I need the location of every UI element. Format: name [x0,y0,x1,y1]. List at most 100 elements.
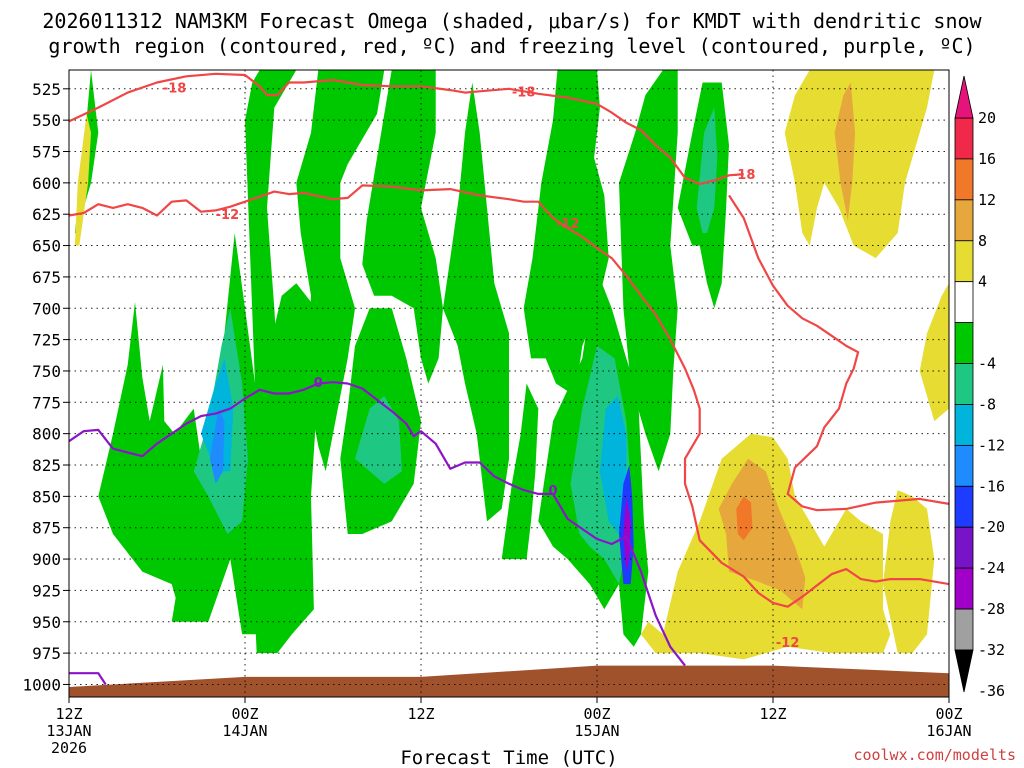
y-tick-label: 550 [32,111,61,130]
colorbar-bottom-arrow [954,649,974,693]
x-tick-label: 12Z [55,705,82,723]
omega-region-13 [443,82,509,522]
colorbar: 20 16 12 8 4 -4 -8 -12 -16 -20 -24 -28 -32 -36 [954,75,1005,700]
y-tick-label: 725 [32,331,61,350]
chart-title: 2026011312 NAM3KM Forecast Omega (shaded… [42,9,982,58]
dgz-contour-label: -18 [732,168,756,183]
colorbar-band [954,158,974,201]
colorbar-label: -32 [978,641,1005,659]
y-tick-label: 650 [32,237,61,256]
ground-fill [69,665,949,697]
dgz-contour-label: -12 [776,636,800,651]
colorbar-band [954,404,974,446]
freezing-contour-1 [69,672,107,686]
y-tick-label: 950 [32,613,61,632]
colorbar-band [954,240,974,283]
y-tick-label: 875 [32,519,61,538]
dgz-contour-1 [69,184,949,608]
chart-title-line-2: growth region (contoured, red, ºC) and f… [48,34,975,58]
x-tick-label: 14JAN [222,722,267,740]
omega-region-5 [201,358,234,472]
colorbar-band [954,526,974,569]
omega-shading [74,70,949,660]
x-tick-label: 13JAN [46,722,91,740]
colorbar-band [954,444,974,487]
y-tick-label: 600 [32,174,61,193]
colorbar-label: -8 [978,395,996,413]
colorbar-band [954,363,974,405]
dgz-contour-0 [69,72,744,186]
omega-region-27 [784,70,935,259]
freezing-contour-0 [69,381,686,667]
y-tick-label: 850 [32,487,61,506]
dgz-contour-2 [728,194,949,512]
x-tick-label: 12Z [759,705,786,723]
x-axis-label: Forecast Time (UTC) [400,747,617,768]
y-tick-label: 750 [32,362,61,381]
colorbar-band [954,485,974,528]
omega-region-7 [245,70,297,509]
y-tick-label: 575 [32,143,61,162]
colorbar-band [954,608,974,651]
freezing-level-contours [69,381,686,686]
y-tick-label: 925 [32,581,61,600]
x-tick-label: 00Z [583,705,610,723]
omega-region-29 [883,490,935,654]
omega-region-9 [296,70,385,472]
grid-lines [69,70,949,697]
y-tick-label: 625 [32,205,61,224]
x-tick-label: 12Z [407,705,434,723]
y-tick-label: 675 [32,268,61,287]
colorbar-band [954,567,974,610]
x-tick-label: 16JAN [926,722,971,740]
y-axis: 525 550 575 600 625 650 675 700 725 750 775 800 825 8… [22,80,69,694]
colorbar-label: 4 [978,273,987,291]
omega-region-1 [74,113,91,246]
omega-region-14 [501,383,539,560]
dgz-contour-label: -12 [556,217,580,232]
y-tick-label: 825 [32,456,61,475]
colorbar-band [954,322,974,364]
colorbar-label: -12 [978,436,1005,454]
x-tick-label: 00Z [935,705,962,723]
ground-polygon [69,665,949,697]
omega-region-20 [623,496,631,572]
omega-region-11 [355,396,402,484]
colorbar-label: -24 [978,559,1005,577]
y-tick-label: 800 [32,425,61,444]
colorbar-top-arrow [954,75,974,119]
y-tick-label: 975 [32,644,61,663]
dgz-contour-label: -18 [512,85,536,100]
colorbar-band [954,117,974,160]
omega-region-26 [736,496,753,541]
dgz-contour-label: -18 [163,82,187,97]
y-tick-label: 700 [32,299,61,318]
x-tick-label: 2026 [51,739,87,757]
contour-labels: -18 -18 -18 -12 -12 -12 0 0 [163,82,800,651]
colorbar-label: -28 [978,600,1005,618]
colorbar-band [954,199,974,242]
colorbar-label: -20 [978,518,1005,536]
credit-text: coolwx.com/modelts [853,746,1016,764]
plot-frame [68,69,950,698]
omega-region-12 [362,70,443,384]
y-tick-label: 525 [32,80,61,99]
dgz-contours [69,72,949,608]
colorbar-label: -16 [978,477,1005,495]
omega-region-23 [696,107,718,233]
colorbar-band [954,281,974,324]
plot-area: -18 -18 -18 -12 -12 -12 0 0 [69,70,949,697]
freezing-contour-label: 0 [548,484,557,499]
x-tick-label: 00Z [231,705,258,723]
colorbar-label: -36 [978,682,1005,700]
colorbar-label: 20 [978,109,996,127]
omega-region-8 [252,283,319,654]
omega-region-30 [919,283,949,422]
chart-title-line-1: 2026011312 NAM3KM Forecast Omega (shaded… [42,9,982,33]
y-tick-label: 1000 [22,675,61,694]
dgz-contour-label: -12 [216,208,240,223]
x-tick-label: 15JAN [574,722,619,740]
colorbar-label: 12 [978,191,996,209]
